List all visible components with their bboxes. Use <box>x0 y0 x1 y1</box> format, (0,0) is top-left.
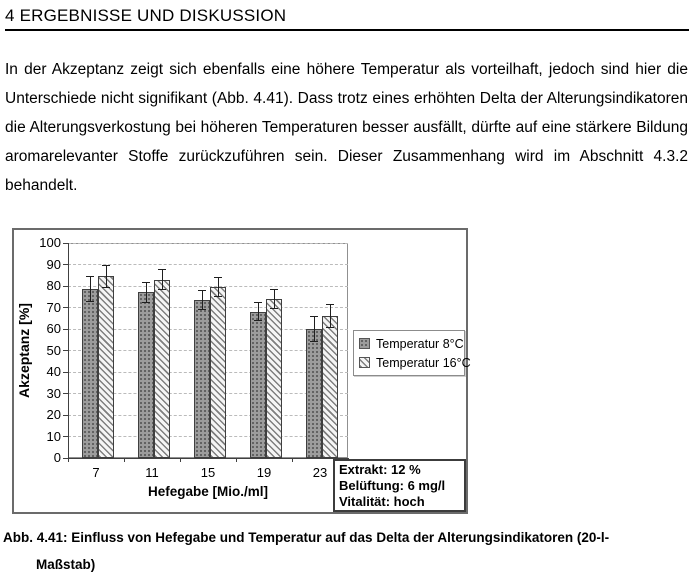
error-cap-bottom <box>142 302 150 304</box>
legend-swatch-gray-icon <box>359 338 370 349</box>
x-tick-mark <box>67 458 69 462</box>
bar <box>250 311 266 458</box>
y-tick-mark <box>63 393 68 394</box>
y-tick-label: 50 <box>46 342 61 358</box>
error-bar <box>313 316 315 342</box>
annotation-box: Extrakt: 12 % Belüftung: 6 mg/l Vitalitä… <box>333 459 466 512</box>
error-bar <box>105 264 107 289</box>
y-tick-label: 60 <box>46 321 61 336</box>
error-bar <box>201 290 203 310</box>
y-tick-label: 20 <box>46 407 61 422</box>
y-tick-label: 10 <box>46 428 61 444</box>
bar <box>82 289 98 458</box>
bar <box>154 279 170 458</box>
x-tick-label: 15 <box>200 465 216 480</box>
error-cap-bottom <box>254 320 262 322</box>
y-tick-mark <box>63 264 68 265</box>
error-cap-bottom <box>270 307 278 309</box>
bar <box>266 298 282 458</box>
legend-swatch-hatch-icon <box>359 357 370 368</box>
legend-item: Temperatur 16°C <box>359 353 471 372</box>
chart-canvas: Akzeptanz [%] Hefegabe [Mio./ml] Tempera… <box>14 230 471 512</box>
y-tick-mark <box>63 285 68 287</box>
error-cap-bottom <box>310 340 318 342</box>
error-cap-bottom <box>214 295 222 297</box>
legend-label: Temperatur 16°C <box>376 355 471 370</box>
section-heading: 4 ERGEBNISSE UND DISKUSSION <box>5 6 689 31</box>
bar <box>194 299 210 458</box>
x-tick-label: 23 <box>312 465 328 480</box>
x-axis-line <box>68 457 348 459</box>
error-cap-top <box>326 304 334 306</box>
error-cap-bottom <box>158 289 166 291</box>
error-bar <box>161 268 163 291</box>
error-cap-bottom <box>102 287 110 289</box>
legend-item: Temperatur 8°C <box>359 334 464 353</box>
error-cap-bottom <box>86 301 94 303</box>
x-tick-mark <box>179 458 181 462</box>
gridline <box>68 264 348 265</box>
y-tick-mark <box>63 414 68 416</box>
bar <box>306 329 322 458</box>
error-bar <box>329 304 331 328</box>
error-cap-top <box>254 302 262 304</box>
body-paragraph: In der Akzeptanz zeigt sich ebenfalls ei… <box>5 61 688 194</box>
gridline <box>68 242 348 244</box>
y-tick-mark <box>63 242 68 244</box>
y-tick-label: 100 <box>39 235 61 250</box>
error-bar <box>273 289 275 309</box>
y-tick-label: 40 <box>46 364 61 379</box>
error-cap-top <box>158 268 166 270</box>
x-tick-label: 7 <box>92 465 100 480</box>
x-tick-mark <box>123 458 125 462</box>
bar <box>210 287 226 458</box>
bar <box>98 276 114 458</box>
annotation-line: Extrakt: 12 % <box>339 462 421 477</box>
caption-line: Abb. 4.41: Einfluss von Hefegabe und Tem… <box>3 530 610 545</box>
error-cap-top <box>86 276 94 278</box>
y-tick-label: 80 <box>46 278 61 293</box>
y-tick-mark <box>63 328 68 330</box>
x-tick-label: 11 <box>145 465 159 480</box>
annotation-line: Belüftung: 6 mg/l <box>339 478 446 493</box>
error-cap-bottom <box>198 308 206 310</box>
gridline <box>68 285 348 287</box>
error-cap-top <box>310 316 318 318</box>
error-cap-bottom <box>326 326 334 328</box>
error-cap-top <box>198 290 206 292</box>
y-tick-mark <box>63 371 68 373</box>
y-tick-label: 30 <box>46 385 61 401</box>
x-tick-label: 19 <box>256 465 272 480</box>
legend-label: Temperatur 8°C <box>376 336 464 351</box>
error-bar <box>89 276 91 303</box>
error-cap-top <box>142 281 150 283</box>
x-tick-mark <box>235 458 237 462</box>
error-bar <box>145 281 147 304</box>
error-cap-top <box>270 289 278 291</box>
figure-caption: Abb. 4.41: Einfluss von Hefegabe und Tem… <box>3 524 609 578</box>
x-axis-title: Hefegabe [Mio./ml] <box>147 484 268 499</box>
error-cap-top <box>214 277 222 279</box>
bar <box>138 292 154 458</box>
x-tick-mark <box>291 458 293 462</box>
caption-line: Maßstab) <box>36 557 96 572</box>
y-tick-label: 70 <box>46 299 61 315</box>
y-tick-label: 0 <box>53 450 61 465</box>
y-tick-mark <box>63 350 68 351</box>
error-bar <box>217 277 219 297</box>
y-axis-line <box>67 243 69 458</box>
y-tick-mark <box>63 436 68 437</box>
annotation-line: Vitalität: hoch <box>339 494 425 509</box>
y-tick-mark <box>63 307 68 308</box>
error-bar <box>257 302 259 322</box>
error-cap-top <box>102 264 110 266</box>
chart-legend: Temperatur 8°C Temperatur 16°C <box>353 330 471 376</box>
bar <box>322 316 338 458</box>
y-tick-mark <box>63 457 68 459</box>
y-tick-label: 90 <box>46 256 61 272</box>
figure-chart: Akzeptanz [%] Hefegabe [Mio./ml] Tempera… <box>12 228 471 514</box>
